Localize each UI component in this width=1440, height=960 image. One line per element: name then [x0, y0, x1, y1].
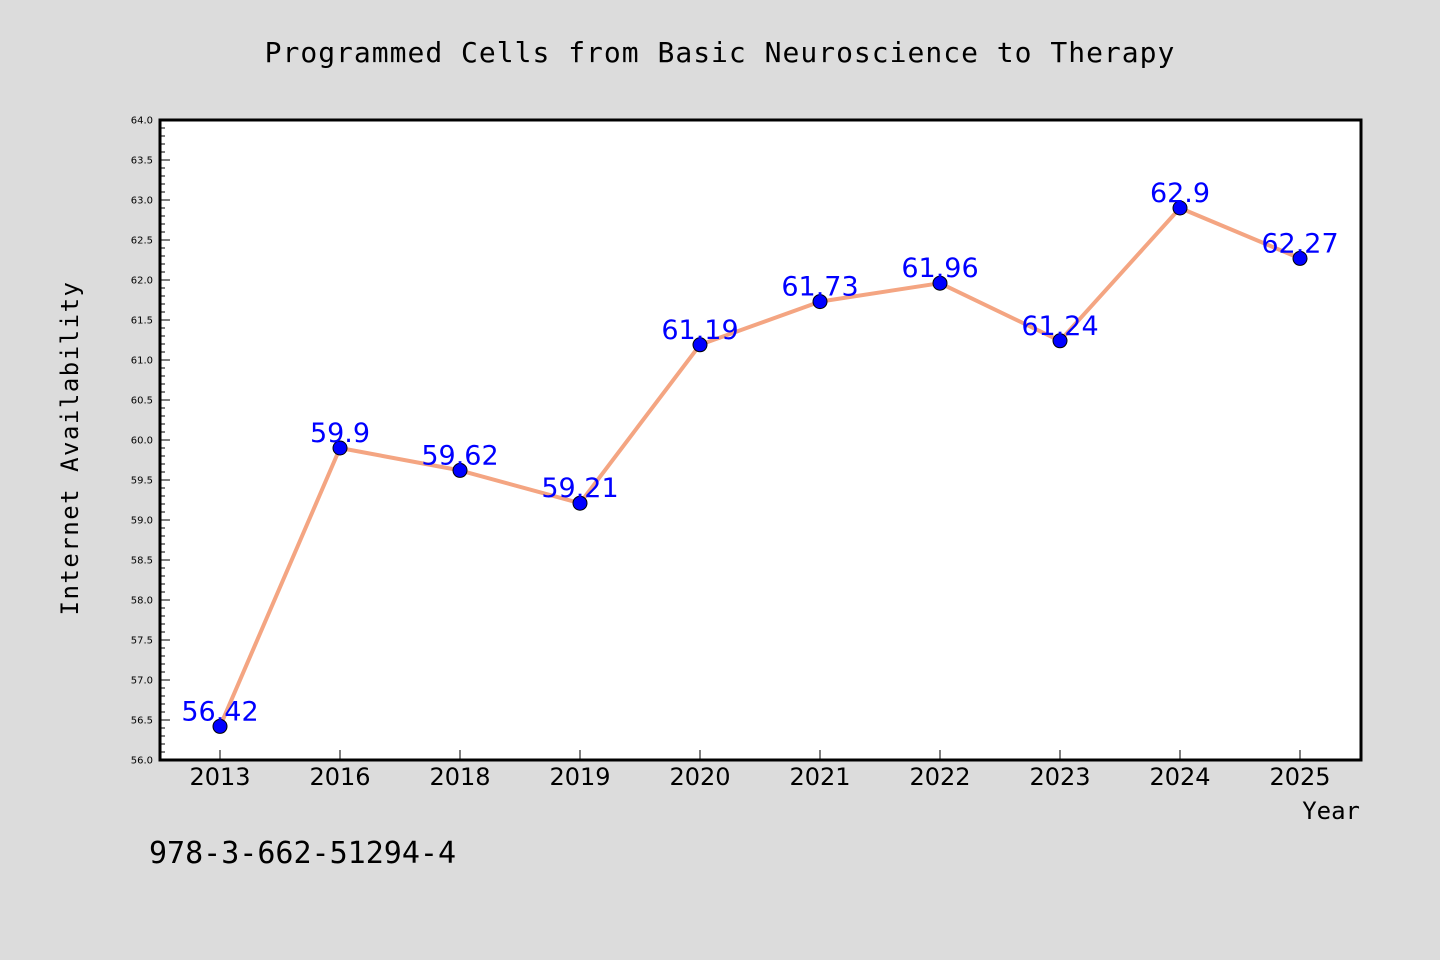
- data-point: [212, 718, 228, 734]
- x-tick-label: 2025: [1269, 763, 1330, 791]
- y-tick-label: 64.0: [131, 116, 153, 127]
- data-point: [1292, 250, 1308, 266]
- y-axis: 56.0 56.5 57.0 57.5 58.0 58.5 59.0 59.5 60.0 60.5…: [131, 116, 170, 767]
- isbn-footer: 978-3-662-51294-4: [149, 836, 456, 871]
- data-label: 62.27: [1261, 228, 1338, 259]
- y-tick-label: 61.5: [131, 316, 153, 327]
- data-label: 59.9: [310, 418, 370, 449]
- x-tick-label: 2019: [549, 763, 610, 791]
- data-label: 61.19: [661, 315, 738, 346]
- y-tick-label: 56.5: [131, 716, 153, 727]
- data-label: 61.24: [1021, 311, 1098, 342]
- x-axis-label: Year: [1302, 797, 1360, 825]
- y-tick-label: 60.5: [131, 396, 153, 407]
- chart-title: Programmed Cells from Basic Neuroscience…: [265, 36, 1176, 69]
- y-tick-label: 63.0: [131, 196, 153, 207]
- series-line: [218, 206, 1301, 728]
- x-tick-label: 2022: [909, 763, 970, 791]
- data-series: [212, 200, 1308, 734]
- data-label: 59.62: [421, 440, 498, 471]
- data-point: [812, 294, 828, 310]
- y-tick-label: 57.5: [131, 636, 153, 647]
- y-tick-label: 58.0: [131, 596, 153, 607]
- data-label: 61.96: [901, 253, 978, 284]
- data-label: 59.21: [541, 473, 618, 504]
- data-point: [332, 440, 348, 456]
- data-point: [1052, 333, 1068, 349]
- x-tick-label: 2021: [789, 763, 850, 791]
- data-point: [452, 462, 468, 478]
- data-labels: 56.42 59.9 59.62 59.21 61.19 61.73 61.96 61.24 6…: [181, 178, 1338, 727]
- data-point: [932, 275, 948, 291]
- y-tick-label: 58.5: [131, 556, 153, 567]
- x-tick-label: 2024: [1149, 763, 1210, 791]
- y-axis-label: Internet Availability: [56, 281, 84, 616]
- data-label: 61.73: [781, 272, 858, 303]
- x-tick-label: 2023: [1029, 763, 1090, 791]
- y-tick-label: 62.0: [131, 276, 153, 287]
- y-tick-label: 63.5: [131, 156, 153, 167]
- y-tick-label: 62.5: [131, 236, 153, 247]
- y-tick-label: 60.0: [131, 436, 153, 447]
- x-tick-label: 2016: [309, 763, 370, 791]
- y-tick-label: 61.0: [131, 356, 153, 367]
- data-point: [1172, 200, 1188, 216]
- y-tick-label: 59.0: [131, 516, 153, 527]
- x-tick-label: 2020: [669, 763, 730, 791]
- data-label: 62.9: [1150, 178, 1210, 209]
- y-tick-label: 57.0: [131, 676, 153, 687]
- data-point: [692, 337, 708, 353]
- x-tick-label: 2018: [429, 763, 490, 791]
- y-tick-label: 56.0: [131, 756, 153, 767]
- data-label: 56.42: [181, 696, 258, 727]
- y-tick-label: 59.5: [131, 476, 153, 487]
- x-axis: 2013 2016 2018 2019 2020 2021 2022 2023 2024 2025: [189, 750, 1331, 791]
- data-point: [572, 495, 588, 511]
- x-tick-label: 2013: [189, 763, 250, 791]
